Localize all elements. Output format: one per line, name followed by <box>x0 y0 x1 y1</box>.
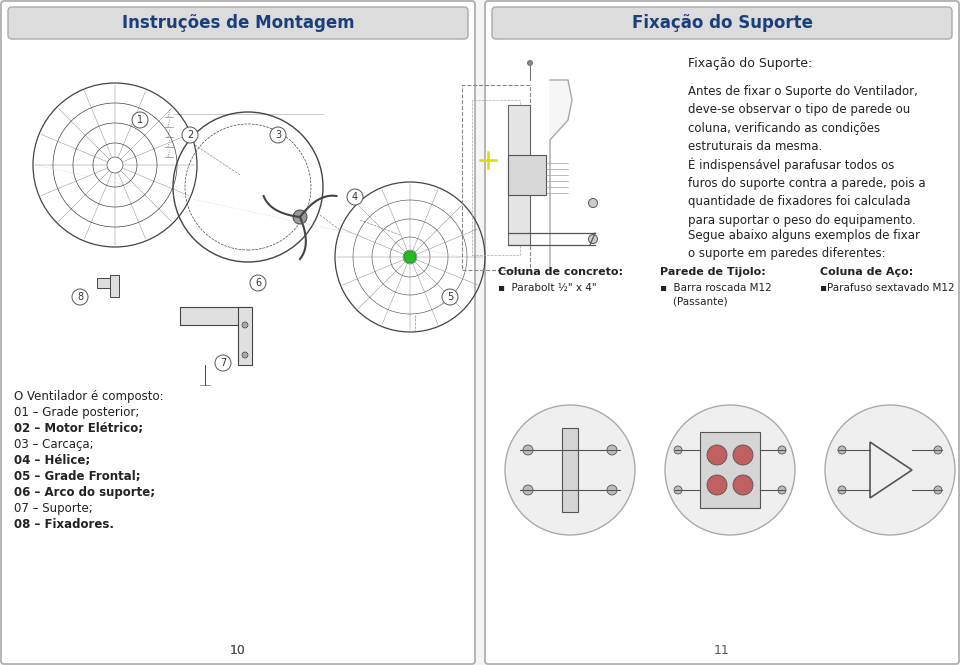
Circle shape <box>838 486 846 494</box>
Text: 10: 10 <box>230 644 246 658</box>
Circle shape <box>607 445 617 455</box>
Circle shape <box>825 405 955 535</box>
Bar <box>462 85 530 270</box>
Circle shape <box>527 61 533 65</box>
Circle shape <box>607 485 617 495</box>
Circle shape <box>674 486 682 494</box>
Circle shape <box>707 475 727 495</box>
Circle shape <box>293 210 307 224</box>
FancyBboxPatch shape <box>1 1 475 664</box>
Text: Coluna de Aço:: Coluna de Aço: <box>820 267 913 277</box>
Circle shape <box>72 289 88 305</box>
Text: 05 – Grade Frontal;: 05 – Grade Frontal; <box>14 470 140 483</box>
Bar <box>110 275 119 297</box>
Text: 5: 5 <box>446 292 453 302</box>
Circle shape <box>778 486 786 494</box>
Text: 11: 11 <box>714 644 730 658</box>
Bar <box>508 105 530 245</box>
Text: O Ventilador é composto:: O Ventilador é composto: <box>14 390 163 403</box>
Circle shape <box>404 251 416 263</box>
Text: Parede de Tijolo:: Parede de Tijolo: <box>660 267 766 277</box>
Circle shape <box>242 322 248 328</box>
Text: 02 – Motor Elétrico;: 02 – Motor Elétrico; <box>14 422 143 435</box>
Circle shape <box>523 485 533 495</box>
Circle shape <box>215 355 231 371</box>
Circle shape <box>523 445 533 455</box>
Text: 10: 10 <box>230 644 246 658</box>
Bar <box>700 432 760 508</box>
Circle shape <box>934 446 942 454</box>
Text: É indispensável parafusar todos os
furos do suporte contra a parede, pois a
quan: É indispensável parafusar todos os furos… <box>688 157 925 227</box>
Circle shape <box>733 475 753 495</box>
FancyBboxPatch shape <box>8 7 468 39</box>
Circle shape <box>132 112 148 128</box>
Circle shape <box>270 127 286 143</box>
Text: 7: 7 <box>220 358 227 368</box>
Text: Instruções de Montagem: Instruções de Montagem <box>122 14 354 32</box>
Circle shape <box>838 446 846 454</box>
Text: 2: 2 <box>187 130 193 140</box>
FancyBboxPatch shape <box>492 7 952 39</box>
Text: Antes de fixar o Suporte do Ventilador,
deve-se observar o tipo de parede ou
col: Antes de fixar o Suporte do Ventilador, … <box>688 85 918 154</box>
Circle shape <box>665 405 795 535</box>
Circle shape <box>442 289 458 305</box>
Text: ▪Parafuso sextavado M12: ▪Parafuso sextavado M12 <box>820 283 954 293</box>
Bar <box>508 155 546 195</box>
Text: 8: 8 <box>77 292 84 302</box>
Text: 1: 1 <box>137 115 143 125</box>
Circle shape <box>347 189 363 205</box>
FancyBboxPatch shape <box>485 1 959 664</box>
Text: 3: 3 <box>275 130 281 140</box>
Text: 03 – Carcaça;: 03 – Carcaça; <box>14 438 94 451</box>
Bar <box>180 307 250 325</box>
Circle shape <box>733 445 753 465</box>
Text: Fixação do Suporte:: Fixação do Suporte: <box>688 57 812 70</box>
Bar <box>238 307 252 365</box>
Text: Segue abaixo alguns exemplos de fixar
o suporte em paredes diferentes:: Segue abaixo alguns exemplos de fixar o … <box>688 229 920 261</box>
Bar <box>472 100 520 255</box>
Polygon shape <box>550 80 572 270</box>
Circle shape <box>505 405 635 535</box>
Text: 07 – Suporte;: 07 – Suporte; <box>14 502 93 515</box>
Bar <box>97 278 119 288</box>
Circle shape <box>707 445 727 465</box>
Text: Coluna de concreto:: Coluna de concreto: <box>498 267 623 277</box>
Text: 01 – Grade posterior;: 01 – Grade posterior; <box>14 406 139 419</box>
Text: 08 – Fixadores.: 08 – Fixadores. <box>14 518 114 531</box>
Circle shape <box>934 486 942 494</box>
Circle shape <box>182 127 198 143</box>
Circle shape <box>588 235 597 243</box>
Text: ▪  Barra roscada M12
    (Passante): ▪ Barra roscada M12 (Passante) <box>660 283 772 306</box>
Text: 6: 6 <box>255 278 261 288</box>
Text: ▪  Parabolt ½" x 4": ▪ Parabolt ½" x 4" <box>498 283 596 293</box>
Text: 06 – Arco do suporte;: 06 – Arco do suporte; <box>14 486 156 499</box>
Text: 04 – Hélice;: 04 – Hélice; <box>14 454 90 467</box>
Circle shape <box>674 446 682 454</box>
Text: 4: 4 <box>352 192 358 202</box>
Circle shape <box>778 446 786 454</box>
Circle shape <box>242 352 248 358</box>
Text: Fixação do Suporte: Fixação do Suporte <box>632 14 812 32</box>
Bar <box>562 428 578 512</box>
Circle shape <box>250 275 266 291</box>
Circle shape <box>588 198 597 207</box>
